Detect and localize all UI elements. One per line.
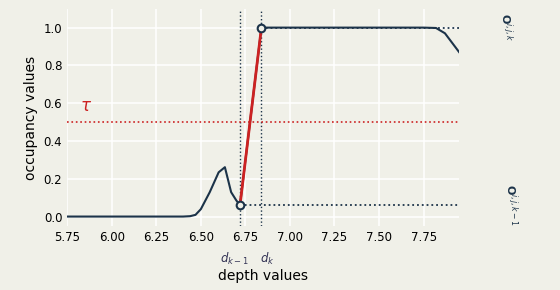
Text: $\tau$: $\tau$ — [80, 97, 92, 115]
Text: $\mathbf{O}^{i,j,k}$: $\mathbf{O}^{i,j,k}$ — [498, 13, 514, 42]
Text: $\mathbf{O}^{i,j,k-1}$: $\mathbf{O}^{i,j,k-1}$ — [503, 184, 520, 226]
X-axis label: depth values: depth values — [218, 269, 308, 283]
Y-axis label: occupancy values: occupancy values — [24, 55, 38, 180]
Text: $d_{k-1}$: $d_{k-1}$ — [220, 251, 249, 267]
Text: $d_k$: $d_k$ — [260, 251, 274, 267]
